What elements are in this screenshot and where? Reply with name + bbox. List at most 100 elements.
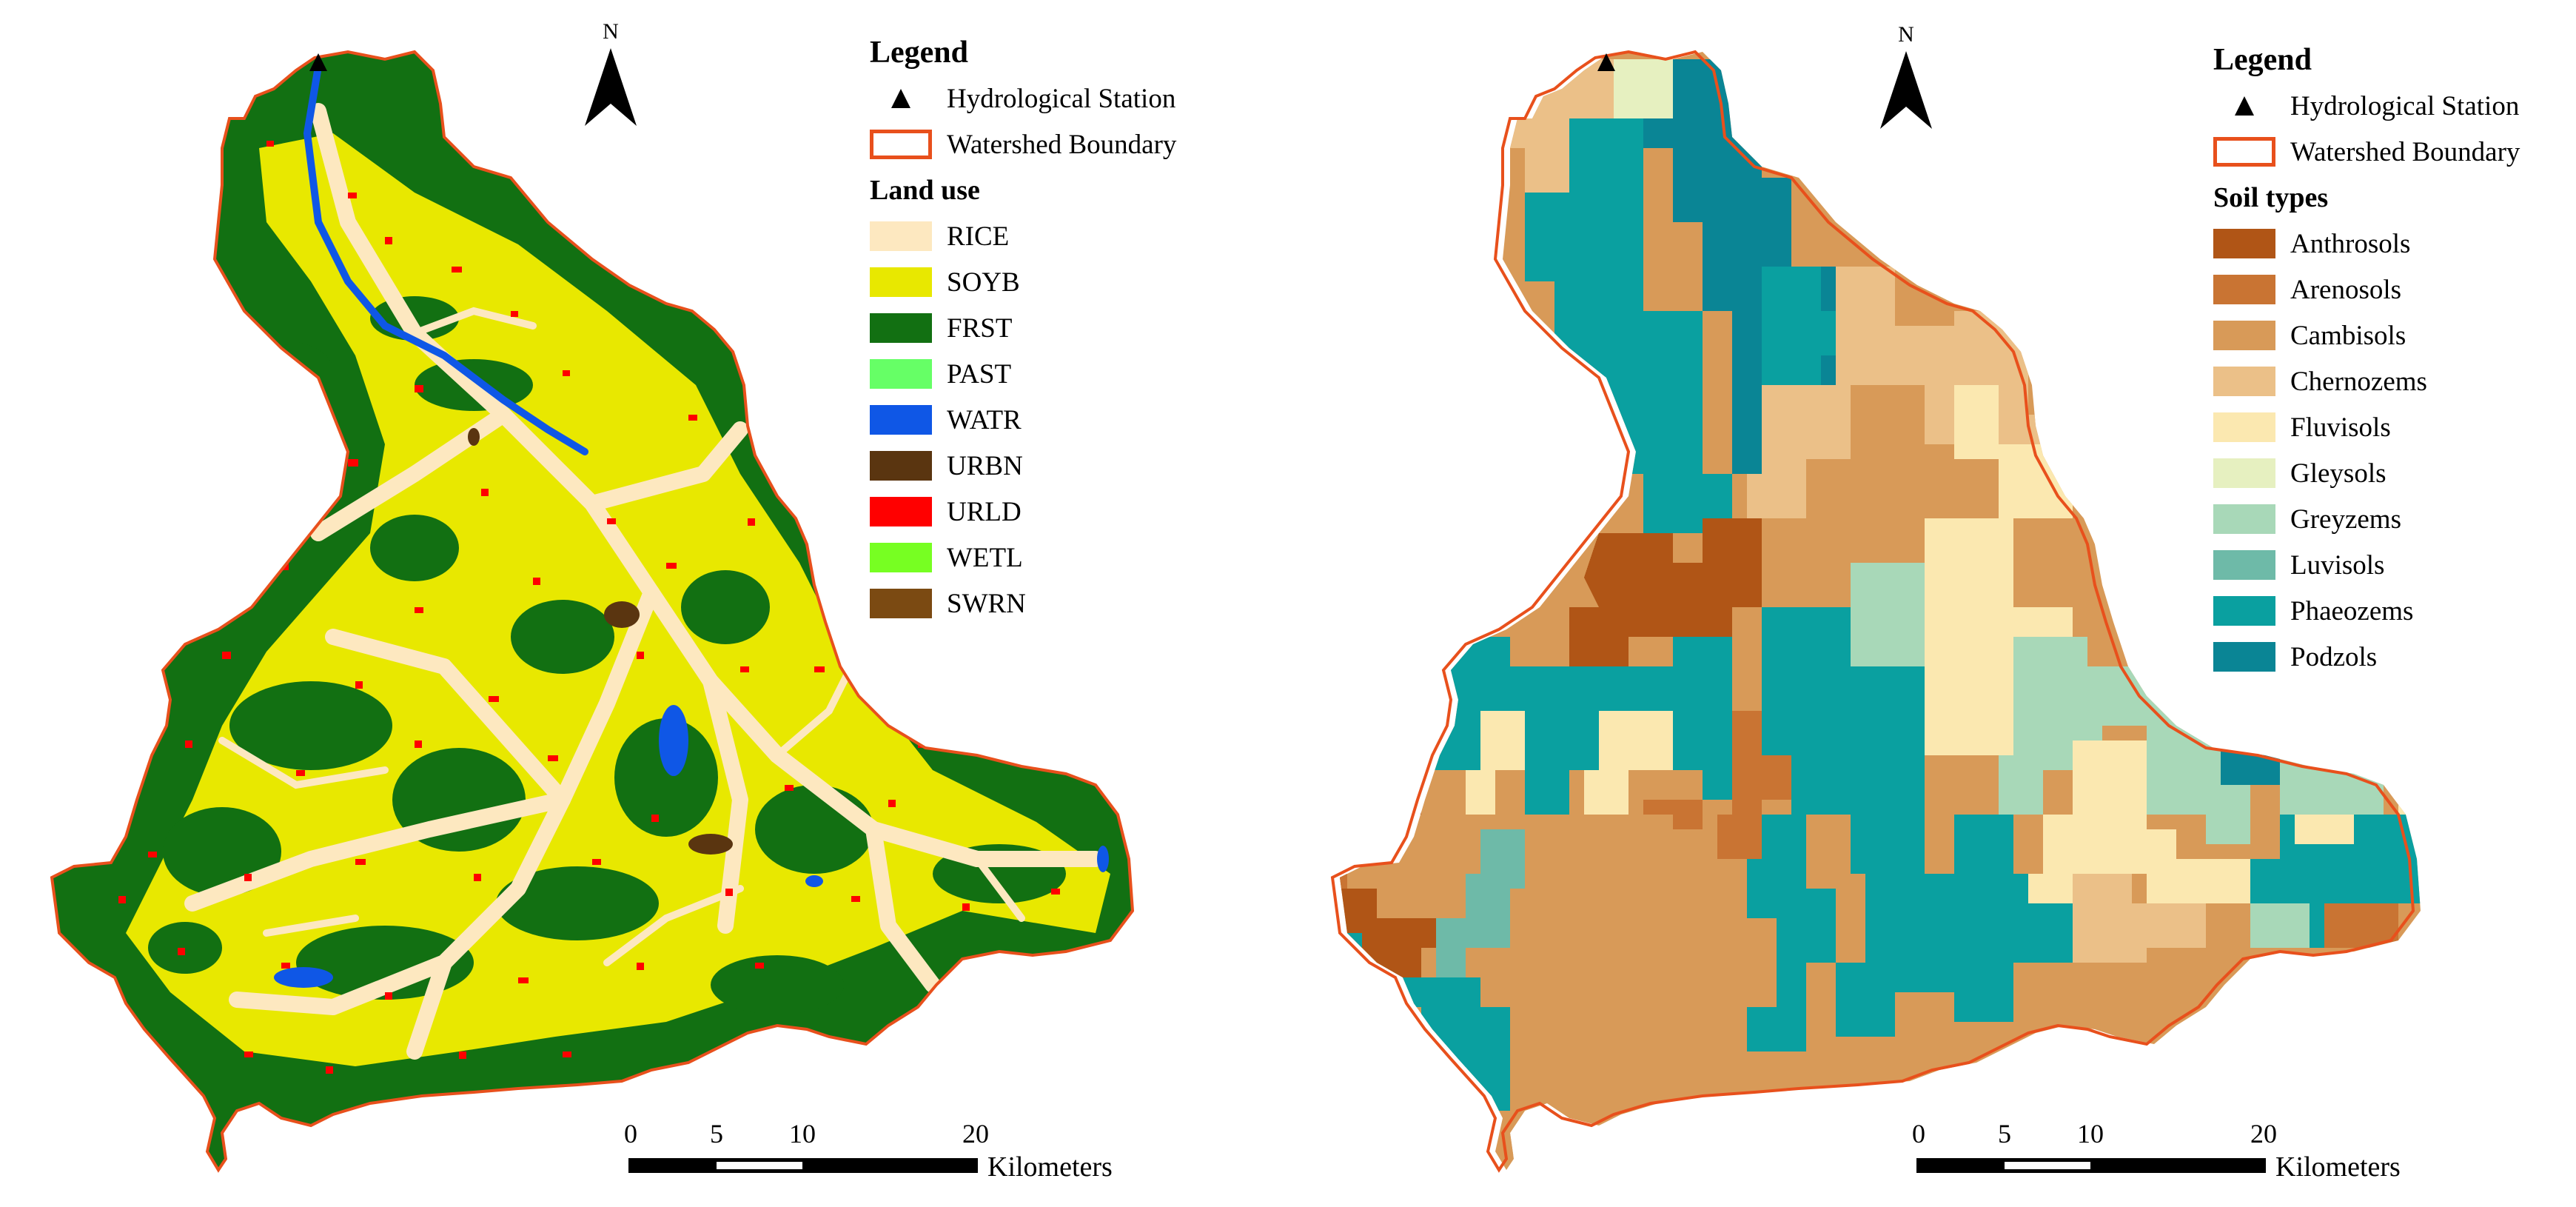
- soil-types-legend: Legend Hydrological Station Watershed Bo…: [2213, 37, 2520, 680]
- legend-item-chernozems: Chernozems: [2213, 358, 2520, 404]
- legend-label: Luvisols: [2290, 549, 2385, 581]
- watershed-boundary: [1330, 50, 2415, 1173]
- legend-label: Anthrosols: [2290, 228, 2411, 259]
- scale-tick-label: 20: [962, 1119, 989, 1149]
- legend-swatch: [2213, 412, 2275, 442]
- land-use-map: [50, 50, 1135, 1173]
- legend-label: URLD: [947, 496, 1022, 527]
- scale-tick-label: 5: [1998, 1119, 2011, 1149]
- legend-swatch: [870, 589, 932, 618]
- legend-swatch: [870, 221, 932, 251]
- legend-label: Hydrological Station: [2290, 90, 2520, 121]
- legend-swatch: [870, 267, 932, 297]
- legend-label: Hydrological Station: [947, 83, 1176, 114]
- hydrological-station-marker: [309, 53, 327, 71]
- legend-label: WATR: [947, 404, 1022, 435]
- watershed-boundary: [50, 50, 1135, 1173]
- north-arrow: N: [577, 19, 644, 137]
- scale-tick-label: 0: [624, 1119, 637, 1149]
- north-arrow-icon: [1880, 51, 1932, 129]
- legend-swatch: [870, 451, 932, 481]
- scale-bar: 0 5 10 20 Kilometers: [624, 1118, 1113, 1183]
- triangle-icon: [870, 84, 932, 113]
- scale-bar-graphic: [628, 1158, 978, 1173]
- legend-swatch: [870, 359, 932, 389]
- triangle-icon: [2213, 91, 2275, 121]
- soil-types-map-panel: N Legend Hydrological Station Watershed …: [1288, 0, 2576, 1207]
- legend-section-title: Soil types: [2213, 182, 2329, 213]
- north-label: N: [603, 19, 619, 44]
- legend-label: URBN: [947, 450, 1023, 481]
- legend-item-watr: WATR: [870, 397, 1176, 443]
- legend-swatch: [2213, 642, 2275, 672]
- legend-item-greyzems: Greyzems: [2213, 496, 2520, 542]
- legend-swatch: [2213, 550, 2275, 580]
- legend-swatch: [870, 313, 932, 343]
- legend-label: FRST: [947, 312, 1013, 344]
- north-arrow: N: [1873, 22, 1939, 140]
- scale-tick-label: 20: [2250, 1119, 2277, 1149]
- north-arrow-icon: [585, 48, 637, 126]
- legend-label: WETL: [947, 542, 1023, 573]
- legend-swatch: [870, 497, 932, 526]
- legend-item-gleysols: Gleysols: [2213, 450, 2520, 496]
- boundary-swatch: [2213, 137, 2275, 167]
- land-use-class-list: RICE SOYB FRST PAST WATR URBN URLD WETL SWRN: [870, 213, 1176, 626]
- scale-units: Kilometers: [987, 1151, 1113, 1183]
- legend-label: SOYB: [947, 267, 1020, 298]
- scale-tick-label: 0: [1912, 1119, 1925, 1149]
- land-use-map-panel: N Legend Hydrological Station Watershed …: [50, 19, 1176, 1183]
- legend-item-phaeozems: Phaeozems: [2213, 588, 2520, 634]
- scale-tick-label: 10: [789, 1119, 816, 1149]
- legend-item-soyb: SOYB: [870, 259, 1176, 305]
- legend-swatch: [2213, 367, 2275, 396]
- legend-swatch: [870, 543, 932, 572]
- land-use-legend: Legend Hydrological Station Watershed Bo…: [870, 30, 1176, 626]
- north-label: N: [1898, 22, 1914, 47]
- legend-label: Chernozems: [2290, 366, 2427, 397]
- legend-label: Podzols: [2290, 641, 2378, 672]
- legend-swatch: [2213, 458, 2275, 488]
- legend-item-podzols: Podzols: [2213, 634, 2520, 680]
- legend-item-urbn: URBN: [870, 443, 1176, 489]
- legend-item-luvisols: Luvisols: [2213, 542, 2520, 588]
- scale-bar: 0 5 10 20 Kilometers: [1912, 1118, 2401, 1183]
- legend-item-urld: URLD: [870, 489, 1176, 535]
- legend-label: SWRN: [947, 588, 1026, 619]
- scale-tick-label: 5: [710, 1119, 723, 1149]
- legend-label: Greyzems: [2290, 504, 2401, 535]
- legend-item-past: PAST: [870, 351, 1176, 397]
- legend-item-station: Hydrological Station: [870, 76, 1176, 121]
- legend-item-boundary: Watershed Boundary: [2213, 129, 2520, 175]
- legend-label: Gleysols: [2290, 458, 2387, 489]
- legend-label: Watershed Boundary: [2290, 136, 2520, 167]
- legend-item-swrn: SWRN: [870, 581, 1176, 626]
- legend-item-anthrosols: Anthrosols: [2213, 221, 2520, 267]
- legend-item-cambisols: Cambisols: [2213, 312, 2520, 358]
- scale-tick-labels: 0 5 10 20: [1912, 1118, 2277, 1151]
- soil-types-class-list: Anthrosols Arenosols Cambisols Chernozems Fl…: [2213, 221, 2520, 680]
- legend-item-wetl: WETL: [870, 535, 1176, 581]
- scale-tick-labels: 0 5 10 20: [624, 1118, 989, 1151]
- legend-item-boundary: Watershed Boundary: [870, 121, 1176, 167]
- legend-swatch: [2213, 275, 2275, 304]
- legend-item-frst: FRST: [870, 305, 1176, 351]
- scale-bar-graphic: [1916, 1158, 2266, 1173]
- legend-label: Phaeozems: [2290, 595, 2414, 626]
- legend-label: Watershed Boundary: [947, 129, 1177, 160]
- legend-swatch: [870, 405, 932, 435]
- legend-section-title: Land use: [870, 175, 980, 206]
- scale-units: Kilometers: [2275, 1151, 2401, 1183]
- legend-title: Legend: [2213, 43, 2312, 77]
- legend-label: RICE: [947, 221, 1010, 252]
- hydrological-station-marker: [1597, 53, 1615, 71]
- legend-swatch: [2213, 321, 2275, 350]
- legend-label: Arenosols: [2290, 274, 2402, 305]
- legend-label: Cambisols: [2290, 320, 2406, 351]
- legend-label: Fluvisols: [2290, 412, 2391, 443]
- legend-item-arenosols: Arenosols: [2213, 267, 2520, 312]
- legend-title: Legend: [870, 36, 969, 70]
- legend-swatch: [2213, 504, 2275, 534]
- legend-item-rice: RICE: [870, 213, 1176, 259]
- legend-label: PAST: [947, 358, 1012, 389]
